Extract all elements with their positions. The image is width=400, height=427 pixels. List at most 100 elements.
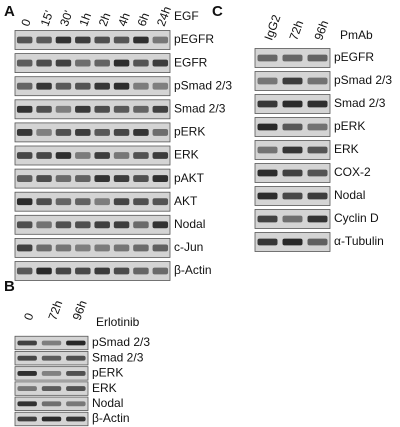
protein-label: pSmad 2/3 <box>334 73 392 87</box>
band <box>133 221 149 229</box>
protein-label: α-Tubulin <box>334 234 384 248</box>
protein-label: Smad 2/3 <box>334 96 386 110</box>
band <box>36 59 52 67</box>
band <box>113 198 130 206</box>
band <box>152 221 169 229</box>
band <box>307 169 328 177</box>
band <box>113 105 130 113</box>
band <box>133 105 149 113</box>
band <box>94 59 110 67</box>
band <box>66 355 86 361</box>
band <box>113 128 130 136</box>
band <box>66 386 86 392</box>
blot-strip <box>14 191 171 212</box>
lane-label: 6h <box>135 11 153 28</box>
band <box>55 198 72 206</box>
protein-label: EGFR <box>174 55 208 69</box>
treatment-label: Erlotinib <box>96 315 140 329</box>
band <box>55 221 72 229</box>
band <box>282 192 303 200</box>
band <box>133 244 149 252</box>
band <box>94 175 110 183</box>
band <box>36 175 52 183</box>
band <box>41 416 62 422</box>
panel-label: B <box>4 278 15 295</box>
band <box>16 198 33 206</box>
band <box>152 198 169 206</box>
protein-label: pERK <box>174 125 205 139</box>
band <box>152 152 169 159</box>
band <box>133 267 149 275</box>
band <box>133 59 149 67</box>
protein-label: COX-2 <box>334 165 371 179</box>
band <box>36 198 52 206</box>
lane-label: 1h <box>76 11 94 28</box>
panel-label: C <box>212 3 223 20</box>
band <box>36 82 52 90</box>
lane-label: 30' <box>57 9 76 28</box>
protein-label: pSmad 2/3 <box>92 335 150 349</box>
band <box>17 370 37 376</box>
band <box>152 36 169 44</box>
blot-strip <box>14 30 171 50</box>
protein-label: pERK <box>334 119 365 133</box>
band <box>75 175 91 183</box>
band <box>257 146 278 154</box>
band <box>282 54 303 62</box>
band <box>307 77 328 85</box>
band <box>257 100 278 108</box>
band <box>257 215 278 223</box>
band <box>16 244 33 252</box>
blot-strip <box>14 237 171 258</box>
band <box>152 267 169 275</box>
band <box>257 54 278 62</box>
band <box>66 340 86 346</box>
band <box>152 82 169 90</box>
band <box>307 238 328 246</box>
band <box>282 100 303 108</box>
band <box>113 152 130 159</box>
band <box>16 105 33 113</box>
band <box>307 192 328 200</box>
band <box>113 175 130 183</box>
band <box>55 128 72 136</box>
band <box>36 128 52 136</box>
blot-strip <box>14 261 171 281</box>
band <box>66 401 86 407</box>
band <box>17 355 37 361</box>
band <box>152 128 169 136</box>
band <box>17 386 37 392</box>
band <box>66 416 86 422</box>
band <box>17 416 37 422</box>
band <box>257 169 278 177</box>
band <box>257 123 278 131</box>
band <box>75 198 91 206</box>
band <box>307 146 328 154</box>
band <box>75 105 91 113</box>
lane-label: 2h <box>96 11 114 28</box>
band <box>16 175 33 183</box>
band <box>75 59 91 67</box>
lane-label: 96h <box>311 18 331 42</box>
lane-label: 72h <box>286 18 306 42</box>
protein-label: pSmad 2/3 <box>174 78 232 92</box>
band <box>55 152 72 159</box>
band <box>94 198 110 206</box>
protein-label: Nodal <box>92 396 123 410</box>
band <box>36 267 52 275</box>
band <box>282 123 303 131</box>
blot-strip <box>14 168 171 189</box>
band <box>113 59 130 67</box>
band <box>113 267 130 275</box>
blot-strip <box>14 76 171 97</box>
band <box>94 36 110 44</box>
band <box>94 105 110 113</box>
band <box>133 175 149 183</box>
band <box>307 123 328 131</box>
band <box>94 82 110 90</box>
band <box>41 355 62 361</box>
band <box>75 244 91 252</box>
band <box>133 198 149 206</box>
lane-label: 72h <box>45 298 65 322</box>
